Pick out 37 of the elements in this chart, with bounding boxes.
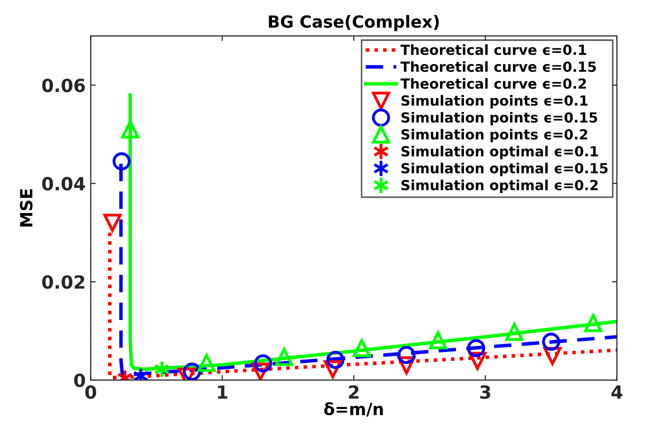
y-axis-title: MSE [20, 189, 33, 226]
legend-label: Theoretical curve ϵ=0.1 [400, 44, 586, 56]
chart-title: BG Case(Complex) [268, 14, 439, 32]
point [112, 152, 131, 170]
x-tick-label: 4 [611, 385, 622, 399]
x-axis-title: δ=m/n [324, 402, 383, 417]
y-tick-label: 0.04 [42, 176, 86, 191]
y-tick-label: 0.02 [42, 275, 84, 289]
point [584, 314, 602, 332]
point [397, 346, 416, 364]
y-tick-label: 0.06 [42, 78, 85, 92]
point [103, 214, 122, 232]
point [275, 348, 294, 366]
point [182, 362, 202, 380]
legend-label: Simulation optimal ϵ=0.1 [401, 146, 598, 160]
legend-label: Simulation optimal ϵ=0.2 [401, 180, 598, 194]
point [254, 354, 272, 372]
point [352, 339, 371, 358]
legend-label: Simulation points ϵ=0.2 [401, 128, 588, 142]
legend-label: Theoretical curve ϵ=0.15 [400, 61, 596, 72]
point [428, 331, 448, 350]
y-tick-label: 0 [74, 374, 85, 388]
x-tick-label: 3 [480, 385, 490, 399]
legend-label: Simulation points ϵ=0.1 [401, 95, 588, 108]
x-tick-label: 0 [85, 385, 96, 399]
point [326, 350, 344, 369]
point [542, 332, 560, 351]
legend-label: Simulation points ϵ=0.15 [401, 112, 598, 126]
point [121, 120, 140, 138]
point [505, 322, 524, 341]
point [467, 339, 486, 358]
x-tick-label: 2 [348, 385, 359, 399]
legend-label: Theoretical curve ϵ=0.2 [400, 78, 586, 89]
point [197, 354, 216, 372]
point [154, 360, 170, 378]
x-tick-label: 1 [218, 385, 228, 399]
legend-label: Simulation optimal ϵ=0.15 [401, 162, 608, 176]
